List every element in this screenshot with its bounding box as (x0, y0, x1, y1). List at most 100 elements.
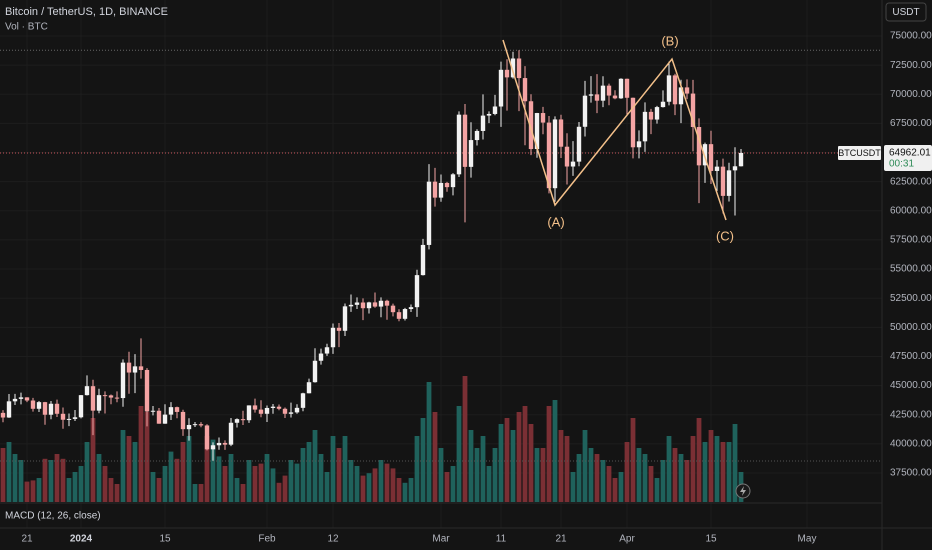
candle-body (90, 386, 96, 411)
candle-body (324, 347, 330, 354)
volume-bar (486, 466, 492, 502)
volume-bar (330, 436, 336, 502)
volume-bar (108, 478, 114, 502)
candle-body (138, 366, 144, 370)
candle-body (234, 419, 240, 423)
y-tick-label: 72500.00 (890, 60, 932, 71)
currency-label[interactable]: USDT (892, 7, 919, 18)
volume-bar (690, 436, 696, 502)
candle-body (426, 181, 432, 245)
volume-bar (336, 448, 342, 502)
volume-bar (636, 448, 642, 502)
candle-body (114, 397, 120, 399)
volume-bar (114, 484, 120, 502)
volume-bar (234, 478, 240, 502)
volume-bar (426, 382, 432, 502)
candle-body (636, 141, 642, 148)
candle-body (552, 119, 558, 189)
volume-bar (96, 454, 102, 502)
volume-bar (720, 442, 726, 502)
candle-body (618, 78, 624, 99)
volume-bar (258, 463, 264, 502)
x-tick-label: 15 (705, 534, 717, 545)
candle-body (12, 398, 18, 402)
volume-bar (270, 468, 276, 502)
volume-bar (378, 460, 384, 502)
volume-bar (252, 466, 258, 502)
candle-body (708, 144, 714, 171)
last-price-label: 64962.01 (889, 148, 931, 159)
x-tick-label: 2024 (70, 534, 93, 545)
volume-bar (492, 448, 498, 502)
candle-body (438, 182, 444, 198)
candle-body (168, 407, 174, 415)
volume-bar (402, 482, 408, 502)
volume-bar (246, 460, 252, 502)
volume-bar (18, 460, 24, 502)
candle-body (222, 442, 228, 445)
volume-bar (384, 463, 390, 502)
x-tick-label: May (798, 534, 817, 545)
volume-bar (300, 448, 306, 502)
volume-bar (294, 463, 300, 502)
volume-bar (552, 400, 558, 502)
volume-bar (0, 448, 6, 502)
volume-bar (66, 478, 72, 502)
candle-body (240, 419, 246, 421)
volume-bar (132, 442, 138, 502)
volume-bar (606, 466, 612, 502)
candle-body (198, 424, 204, 426)
wave-label: (C) (716, 228, 734, 243)
volume-bar (576, 454, 582, 502)
y-tick-label: 42500.00 (890, 409, 932, 420)
last-price-tag (884, 145, 932, 171)
y-tick-label: 50000.00 (890, 322, 932, 333)
volume-bar (42, 458, 48, 502)
volume-bar (618, 472, 624, 502)
candle-body (132, 366, 138, 373)
wave-drawing (502, 39, 727, 221)
candle-body (678, 87, 684, 105)
candle-body (564, 146, 570, 167)
volume-legend: Vol · BTC (5, 22, 48, 33)
candle-body (144, 369, 150, 412)
x-tick-label: 11 (496, 534, 507, 545)
currency-button[interactable] (885, 2, 927, 22)
candle-body (738, 152, 744, 167)
candle-body (480, 115, 486, 131)
volume-bar (420, 418, 426, 502)
candle-body (276, 406, 282, 409)
volume-bar (144, 412, 150, 502)
x-tick-label: 21 (555, 534, 567, 545)
candle-body (228, 422, 234, 445)
volume-bar (630, 418, 636, 502)
volume-bar (474, 448, 480, 502)
candle-body (312, 360, 318, 383)
volume-bar (546, 406, 552, 502)
candle-body (642, 111, 648, 142)
candle-body (456, 114, 462, 175)
candle-body (300, 393, 306, 408)
volume-bar (462, 376, 468, 502)
volume-bar (498, 424, 504, 502)
candle-body (6, 401, 12, 418)
volume-bar (54, 454, 60, 502)
volume-bar (12, 454, 18, 502)
candle-body (246, 405, 252, 421)
volume-bar (282, 475, 288, 502)
y-tick-label: 47500.00 (890, 351, 932, 362)
volume-bar (414, 436, 420, 502)
volume-bar (372, 468, 378, 502)
candle-body (402, 309, 408, 319)
volume-bar (186, 436, 192, 502)
volume-bar (90, 418, 96, 502)
candle-body (732, 166, 738, 171)
candle-body (546, 122, 552, 189)
candle-body (294, 407, 300, 413)
volume-bar (660, 460, 666, 502)
volume-bar (666, 436, 672, 502)
volume-bar (684, 460, 690, 502)
candle-body (684, 87, 690, 94)
candle-body (408, 307, 414, 310)
